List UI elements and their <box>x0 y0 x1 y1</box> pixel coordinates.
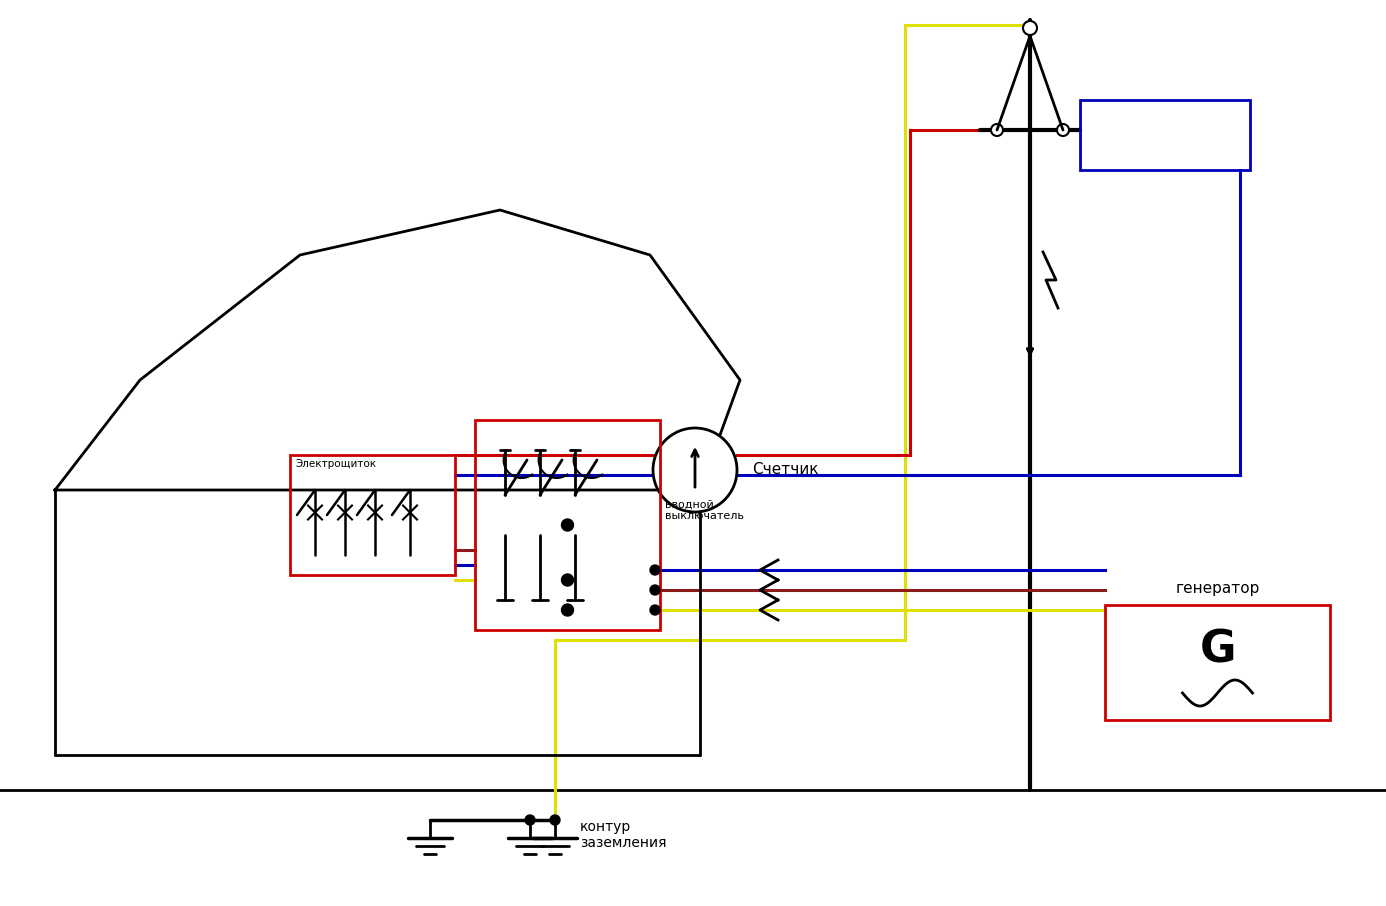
Text: Электрощиток: Электрощиток <box>295 459 376 469</box>
Bar <box>1105 605 1331 720</box>
Text: Счетчик: Счетчик <box>753 462 819 477</box>
Bar <box>290 455 455 575</box>
Circle shape <box>991 124 1003 136</box>
Circle shape <box>650 565 660 575</box>
Circle shape <box>1058 124 1069 136</box>
Circle shape <box>561 519 574 531</box>
Circle shape <box>561 604 574 616</box>
Circle shape <box>1023 21 1037 35</box>
Text: контур
заземления: контур заземления <box>579 820 667 850</box>
Circle shape <box>561 574 574 586</box>
Circle shape <box>653 428 737 512</box>
Circle shape <box>525 815 535 825</box>
Bar <box>1080 100 1250 170</box>
Text: вводной
выключатель: вводной выключатель <box>665 499 744 521</box>
Bar <box>475 420 660 630</box>
Text: G: G <box>1199 629 1236 671</box>
Circle shape <box>550 815 560 825</box>
Circle shape <box>650 585 660 595</box>
Circle shape <box>650 605 660 615</box>
Text: генератор: генератор <box>1175 581 1260 596</box>
